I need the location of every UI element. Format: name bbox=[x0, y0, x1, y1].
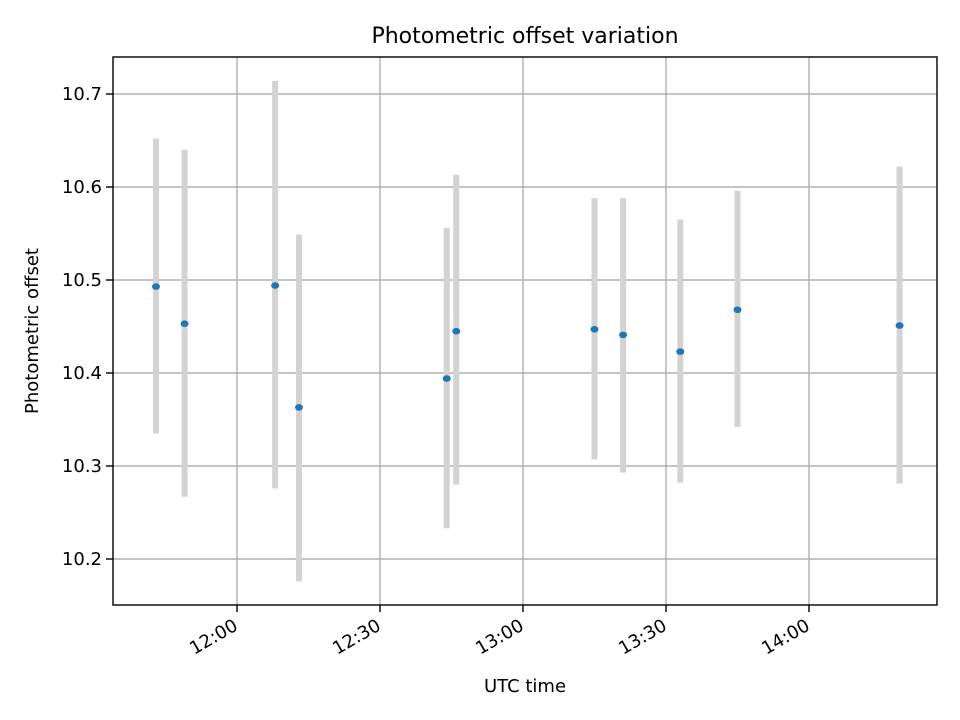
data-point bbox=[294, 404, 303, 411]
y-tick-label: 10.6 bbox=[62, 177, 102, 198]
grid-layer bbox=[113, 57, 937, 605]
y-tick-label: 10.7 bbox=[62, 84, 102, 105]
data-point bbox=[733, 306, 742, 314]
data-point bbox=[895, 322, 904, 329]
point-layer bbox=[151, 282, 904, 411]
y-tick-label: 10.3 bbox=[62, 456, 102, 477]
y-tick-label: 10.4 bbox=[62, 363, 102, 384]
y-tick-label: 10.2 bbox=[62, 549, 102, 570]
data-point bbox=[452, 327, 461, 335]
chart-title: Photometric offset variation bbox=[371, 24, 678, 49]
data-point bbox=[676, 348, 685, 355]
data-point bbox=[271, 282, 280, 289]
data-point bbox=[180, 320, 189, 328]
data-point bbox=[151, 283, 160, 290]
data-point bbox=[619, 331, 628, 339]
y-tick-label: 10.5 bbox=[62, 270, 102, 291]
data-point bbox=[442, 375, 451, 382]
y-axis-label: Photometric offset bbox=[22, 248, 43, 414]
x-axis-label: UTC time bbox=[484, 676, 566, 697]
plot-frame bbox=[112, 56, 938, 606]
data-point bbox=[590, 325, 599, 333]
